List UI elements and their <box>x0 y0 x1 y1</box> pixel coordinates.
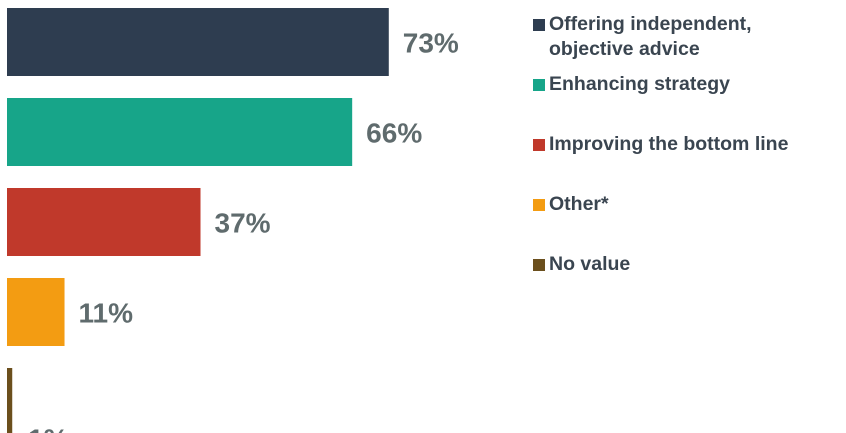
legend-item: Improving the bottom line <box>533 132 843 157</box>
value-label: 1% <box>28 423 69 433</box>
legend-item: No value <box>533 252 843 277</box>
legend-label: Offering independent, objective advice <box>549 13 752 60</box>
legend-label: Other* <box>549 193 609 215</box>
legend-label: Improving the bottom line <box>549 133 789 155</box>
value-label: 37% <box>215 207 271 238</box>
legend-item: Other* <box>533 192 843 217</box>
value-label: 11% <box>79 297 134 328</box>
legend-label: Enhancing strategy <box>549 73 730 95</box>
bar <box>7 278 65 346</box>
legend-swatch <box>533 199 545 211</box>
legend-swatch <box>533 259 545 271</box>
value-label: 73% <box>403 27 459 58</box>
plot: 73% 66% 37% 11% 1% <box>7 8 459 433</box>
bar <box>7 98 353 166</box>
bar <box>7 8 389 76</box>
legend-swatch <box>533 139 545 151</box>
bar <box>7 188 201 256</box>
legend-swatch <box>533 79 545 91</box>
legend-label: No value <box>549 253 631 275</box>
legend-item: Offering independent, objective advice <box>533 12 843 62</box>
legend-swatch <box>533 19 545 31</box>
legend-item: Enhancing strategy <box>533 72 843 97</box>
value-label: 66% <box>366 117 422 148</box>
bar <box>7 368 13 433</box>
